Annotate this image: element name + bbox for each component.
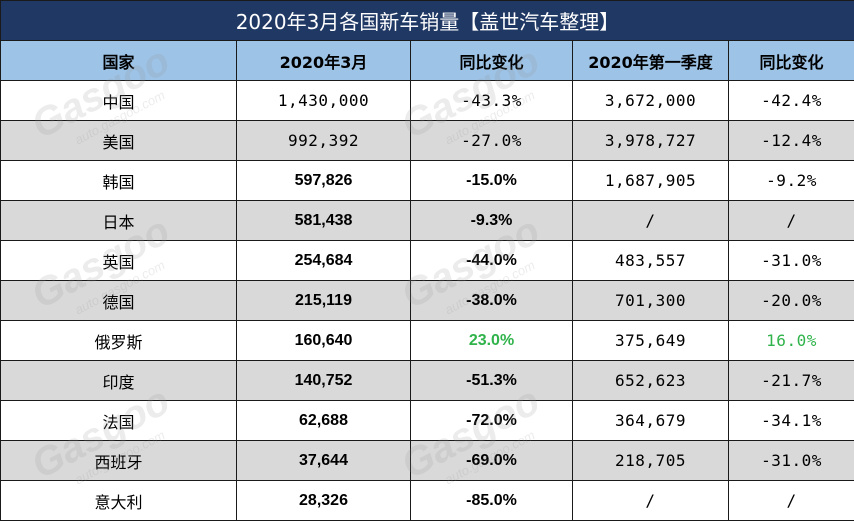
- cell-march: 28,326: [236, 480, 411, 521]
- cell-q1-yoy: -34.1%: [727, 400, 854, 441]
- table-row: 日本 581,438 -9.3% / /: [0, 200, 854, 241]
- cell-q1: 3,978,727: [572, 120, 729, 161]
- cell-q1-yoy: -20.0%: [727, 280, 854, 321]
- cell-q1-yoy: -9.2%: [727, 160, 854, 201]
- cell-q1-yoy: 16.0%: [727, 320, 854, 361]
- cell-q1: 483,557: [572, 240, 729, 281]
- cell-march: 597,826: [236, 160, 411, 201]
- cell-q1: 1,687,905: [572, 160, 729, 201]
- cell-march-yoy: -38.0%: [410, 280, 573, 321]
- cell-march-yoy: -72.0%: [410, 400, 573, 441]
- cell-q1: 218,705: [572, 440, 729, 481]
- cell-q1-yoy: /: [727, 200, 854, 241]
- table-row: 俄罗斯 160,640 23.0% 375,649 16.0%: [0, 320, 854, 361]
- table-row: 法国 62,688 -72.0% 364,679 -34.1%: [0, 400, 854, 441]
- cell-march: 160,640: [236, 320, 411, 361]
- cell-country: 日本: [0, 200, 237, 241]
- cell-q1-yoy: -12.4%: [727, 120, 854, 161]
- header-q1: 2020年第一季度: [572, 40, 729, 81]
- cell-q1: 701,300: [572, 280, 729, 321]
- cell-march: 1,430,000: [236, 80, 411, 121]
- table-title: 2020年3月各国新车销量【盖世汽车整理】: [0, 0, 854, 41]
- cell-march: 215,119: [236, 280, 411, 321]
- header-march-yoy: 同比变化: [410, 40, 573, 81]
- cell-q1: 652,623: [572, 360, 729, 401]
- cell-country: 韩国: [0, 160, 237, 201]
- cell-march: 992,392: [236, 120, 411, 161]
- cell-country: 意大利: [0, 480, 237, 521]
- cell-q1: 375,649: [572, 320, 729, 361]
- cell-country: 西班牙: [0, 440, 237, 481]
- cell-q1: 364,679: [572, 400, 729, 441]
- table-row: 德国 215,119 -38.0% 701,300 -20.0%: [0, 280, 854, 321]
- cell-march-yoy: -44.0%: [410, 240, 573, 281]
- cell-q1-yoy: -21.7%: [727, 360, 854, 401]
- cell-march-yoy: 23.0%: [410, 320, 573, 361]
- cell-march: 140,752: [236, 360, 411, 401]
- cell-march-yoy: -85.0%: [410, 480, 573, 521]
- table-row: 意大利 28,326 -85.0% / /: [0, 480, 854, 521]
- cell-march-yoy: -69.0%: [410, 440, 573, 481]
- cell-q1: /: [572, 480, 729, 521]
- cell-q1-yoy: -31.0%: [727, 240, 854, 281]
- cell-march-yoy: -51.3%: [410, 360, 573, 401]
- cell-march-yoy: -27.0%: [410, 120, 573, 161]
- cell-march-yoy: -43.3%: [410, 80, 573, 121]
- cell-country: 法国: [0, 400, 237, 441]
- cell-country: 中国: [0, 80, 237, 121]
- title-row: 2020年3月各国新车销量【盖世汽车整理】: [0, 0, 854, 41]
- table-row: 英国 254,684 -44.0% 483,557 -31.0%: [0, 240, 854, 281]
- cell-march-yoy: -9.3%: [410, 200, 573, 241]
- cell-country: 俄罗斯: [0, 320, 237, 361]
- cell-q1: 3,672,000: [572, 80, 729, 121]
- cell-q1-yoy: /: [727, 480, 854, 521]
- cell-march-yoy: -15.0%: [410, 160, 573, 201]
- cell-march: 37,644: [236, 440, 411, 481]
- cell-march: 62,688: [236, 400, 411, 441]
- cell-q1-yoy: -42.4%: [727, 80, 854, 121]
- cell-country: 美国: [0, 120, 237, 161]
- header-q1-yoy: 同比变化: [727, 40, 854, 81]
- header-country: 国家: [0, 40, 237, 81]
- header-row: 国家 2020年3月 同比变化 2020年第一季度 同比变化: [0, 40, 854, 81]
- cell-q1-yoy: -31.0%: [727, 440, 854, 481]
- cell-country: 印度: [0, 360, 237, 401]
- cell-march: 254,684: [236, 240, 411, 281]
- cell-country: 德国: [0, 280, 237, 321]
- cell-country: 英国: [0, 240, 237, 281]
- table-row: 韩国 597,826 -15.0% 1,687,905 -9.2%: [0, 160, 854, 201]
- cell-q1: /: [572, 200, 729, 241]
- header-march: 2020年3月: [236, 40, 411, 81]
- table-row: 西班牙 37,644 -69.0% 218,705 -31.0%: [0, 440, 854, 481]
- cell-march: 581,438: [236, 200, 411, 241]
- table-row: 中国 1,430,000 -43.3% 3,672,000 -42.4%: [0, 80, 854, 121]
- table-row: 美国 992,392 -27.0% 3,978,727 -12.4%: [0, 120, 854, 161]
- table-row: 印度 140,752 -51.3% 652,623 -21.7%: [0, 360, 854, 401]
